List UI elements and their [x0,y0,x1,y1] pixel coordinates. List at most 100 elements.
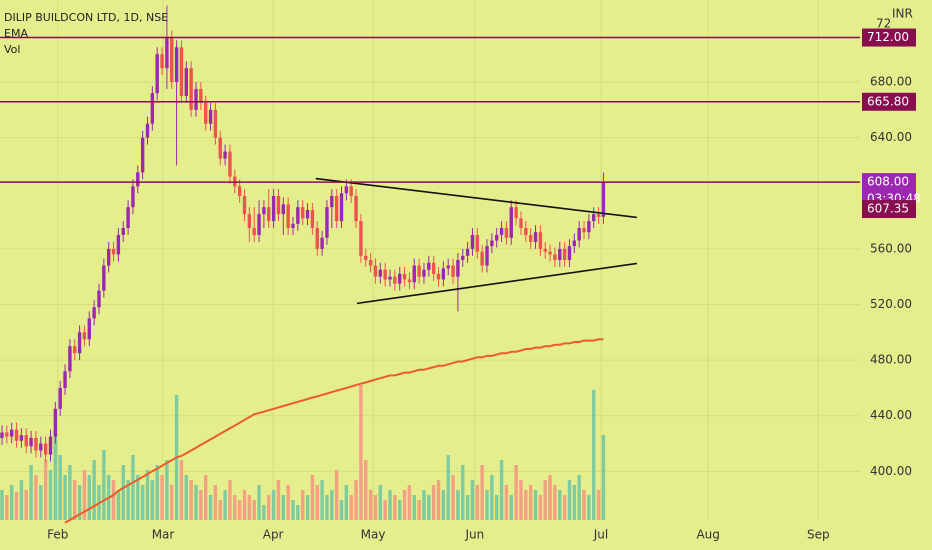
volume-bar [330,490,334,520]
volume-bar [533,490,538,520]
candle-body [160,54,164,69]
candle-body [73,346,77,354]
candle-body [126,207,130,229]
candle-body [102,265,106,291]
candle-body [310,209,315,229]
volume-bar [402,490,407,520]
candle-body [106,248,111,266]
volume-bar [451,475,455,520]
candle-body [77,332,82,354]
volume-bar [58,455,62,520]
volume-bar [407,485,412,520]
candle-body [82,332,87,340]
candle-body [388,276,392,280]
candle-body [9,429,14,437]
volume-bar [601,435,606,520]
volume-bar [87,475,91,520]
ema-line [64,338,604,524]
price-label: 665.80 [867,94,909,108]
volume-bar [155,465,159,520]
candle-body [155,54,159,94]
volume-bar [111,480,116,520]
candle-body [533,232,538,242]
volume-bar [73,480,77,520]
volume-bar [24,490,28,520]
candle-body [179,47,184,96]
volume-bar [68,465,72,520]
candle-body [567,246,572,260]
volume-bar [218,500,222,520]
candle-body [136,172,140,187]
volume-bar [223,490,227,520]
candle-body [499,228,504,235]
volume-bar [189,480,193,520]
volume-bar [121,465,125,520]
candle-body [349,186,353,197]
candle-body [451,265,455,277]
x-tick-label: Feb [47,528,68,542]
volume-bar [582,490,586,520]
volume-bar [388,490,392,520]
volume-bar [373,495,378,520]
volume-bar [199,490,203,520]
volume-bar [441,490,446,520]
volume-bar [242,490,247,520]
volume-bar [378,485,383,520]
candle-body [315,228,319,249]
candle-body [194,88,198,110]
volume-bar [48,470,53,520]
candle-body [364,255,368,260]
candle-body [58,387,62,409]
candle-body [305,209,310,219]
volume-bar [548,475,552,520]
volume-bar [364,460,368,520]
candle-body [150,93,155,124]
volume-bar [34,475,38,520]
candle-body [291,223,295,229]
volume-bar [538,495,543,520]
trend-line [356,262,638,305]
candle-body [431,262,436,274]
volume-bar [150,480,155,520]
candle-body [548,251,552,255]
volume-bar [286,485,290,520]
candle-body [528,234,533,242]
candle-body [29,437,33,447]
volume-bar [9,485,14,520]
candle-body [378,269,383,277]
candle-body [131,186,135,208]
volume-bar [14,492,19,520]
volume-bar [368,490,373,520]
candle-body [417,265,421,277]
candle-body [461,255,465,260]
y-tick-label: 400.00 [870,464,912,478]
volume-bar [422,490,426,520]
volume-bar [271,490,276,520]
candle-body [485,246,489,266]
price-label-box [862,200,916,219]
candle-body [0,432,4,438]
candle-body [339,193,344,222]
candle-body [538,232,543,249]
volume-bar [577,475,581,520]
candle-body [213,109,218,138]
candle-body [514,207,518,219]
volume-bar [490,475,494,520]
volume-bar [499,460,504,520]
candle-body [441,268,446,280]
candle-body [39,443,43,451]
volume-bar [383,500,387,520]
volume-bar [553,485,557,520]
candle-body [165,37,169,69]
volume-bar [480,465,484,520]
candle-body [577,228,581,241]
volume-bar [398,500,402,520]
volume-bar [29,465,33,520]
candle-body [121,228,125,235]
volume-bar [567,480,572,520]
candle-body [334,196,339,222]
volume-bar [252,500,256,520]
candle-body [422,269,426,277]
x-tick-label: Sep [807,528,830,542]
volume-bar [315,485,319,520]
